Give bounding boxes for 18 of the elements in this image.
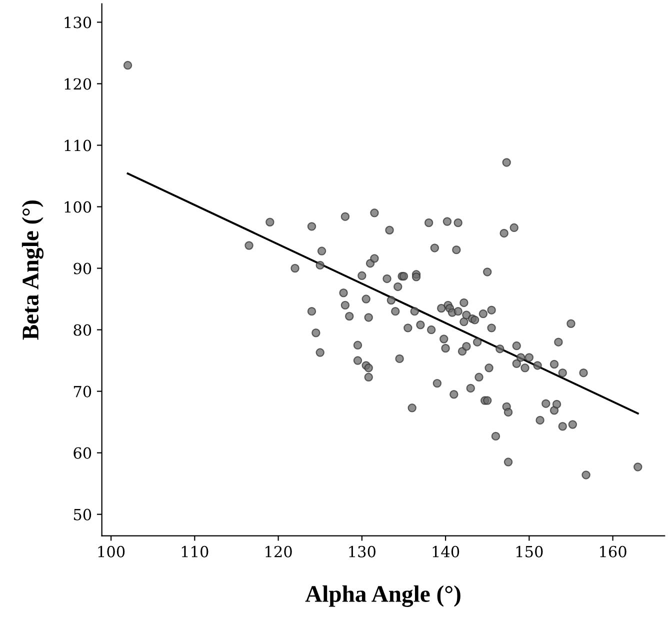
- y-tick-label: 130: [64, 16, 92, 28]
- y-tick-label: 100: [64, 201, 92, 213]
- y-tick-label: 120: [64, 78, 92, 90]
- x-tick-label: 120: [266, 546, 292, 558]
- x-tick-label: 140: [432, 546, 460, 558]
- x-tick-label: 110: [182, 546, 208, 558]
- y-axis-title: Beta Angle (°): [22, 200, 44, 340]
- x-tick-label: 130: [349, 546, 376, 558]
- y-tick-label: 60: [74, 447, 92, 459]
- x-axis-title: Alpha Angle (°): [305, 585, 460, 607]
- x-tick-label: 100: [98, 546, 125, 558]
- y-tick-label: 80: [74, 324, 92, 336]
- y-tick-label: 110: [64, 140, 92, 152]
- x-tick-label: 160: [600, 546, 626, 558]
- y-tick-label: 70: [74, 386, 92, 398]
- y-tick-label: 90: [74, 262, 92, 274]
- y-tick-label: 50: [74, 508, 92, 520]
- x-tick-label: 150: [516, 546, 543, 558]
